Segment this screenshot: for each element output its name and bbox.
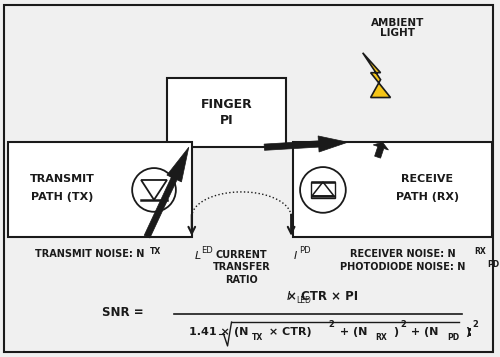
Text: ): ) bbox=[394, 327, 398, 337]
Text: $\mathit{L}$: $\mathit{L}$ bbox=[194, 248, 202, 261]
Text: $I$: $I$ bbox=[286, 290, 290, 303]
Text: (N: (N bbox=[234, 327, 248, 337]
Text: $\mathit{I}$: $\mathit{I}$ bbox=[293, 248, 298, 261]
Bar bbox=[167, 77, 286, 147]
Text: × CTR): × CTR) bbox=[266, 327, 312, 337]
Text: PATH (RX): PATH (RX) bbox=[396, 192, 459, 202]
Text: RECEIVER NOISE: N: RECEIVER NOISE: N bbox=[350, 248, 455, 258]
Text: 2: 2 bbox=[328, 320, 334, 328]
Text: AMBIENT: AMBIENT bbox=[371, 18, 424, 28]
Text: 2: 2 bbox=[472, 320, 478, 328]
Text: ED: ED bbox=[200, 246, 212, 255]
Polygon shape bbox=[264, 136, 348, 152]
Text: RECEIVE: RECEIVE bbox=[401, 175, 454, 185]
Text: PD: PD bbox=[299, 246, 310, 255]
Text: RATIO: RATIO bbox=[225, 275, 258, 285]
Text: RX: RX bbox=[474, 247, 486, 256]
Text: RX: RX bbox=[376, 333, 388, 342]
Text: 2: 2 bbox=[400, 320, 406, 328]
Polygon shape bbox=[362, 53, 390, 97]
Text: 1.41 ×: 1.41 × bbox=[189, 327, 230, 337]
Text: TX: TX bbox=[252, 333, 262, 342]
Text: PD: PD bbox=[487, 261, 499, 270]
Text: + (N: + (N bbox=[336, 327, 367, 337]
Text: PI: PI bbox=[220, 114, 234, 127]
Text: :: : bbox=[466, 325, 471, 339]
Bar bbox=[293, 142, 492, 237]
Text: × CTR × PI: × CTR × PI bbox=[288, 290, 358, 303]
Text: TX: TX bbox=[150, 247, 161, 256]
Bar bbox=[311, 182, 335, 198]
Polygon shape bbox=[144, 147, 189, 238]
Text: PHOTODIODE NOISE: N: PHOTODIODE NOISE: N bbox=[340, 262, 465, 272]
Text: FINGER: FINGER bbox=[200, 98, 252, 111]
Text: SNR =: SNR = bbox=[102, 306, 144, 319]
Text: PATH (TX): PATH (TX) bbox=[32, 192, 94, 202]
Text: + (N: + (N bbox=[408, 327, 439, 337]
Text: LED: LED bbox=[296, 296, 311, 305]
Text: TRANSFER: TRANSFER bbox=[212, 262, 270, 272]
Text: TRANSMIT NOISE: N: TRANSMIT NOISE: N bbox=[35, 248, 144, 258]
Text: TRANSMIT: TRANSMIT bbox=[30, 175, 95, 185]
Polygon shape bbox=[373, 142, 388, 158]
Text: CURRENT: CURRENT bbox=[216, 250, 268, 260]
Text: PD: PD bbox=[447, 333, 460, 342]
Bar bbox=[8, 142, 192, 237]
Text: LIGHT: LIGHT bbox=[380, 28, 415, 38]
Text: ): ) bbox=[465, 327, 470, 337]
